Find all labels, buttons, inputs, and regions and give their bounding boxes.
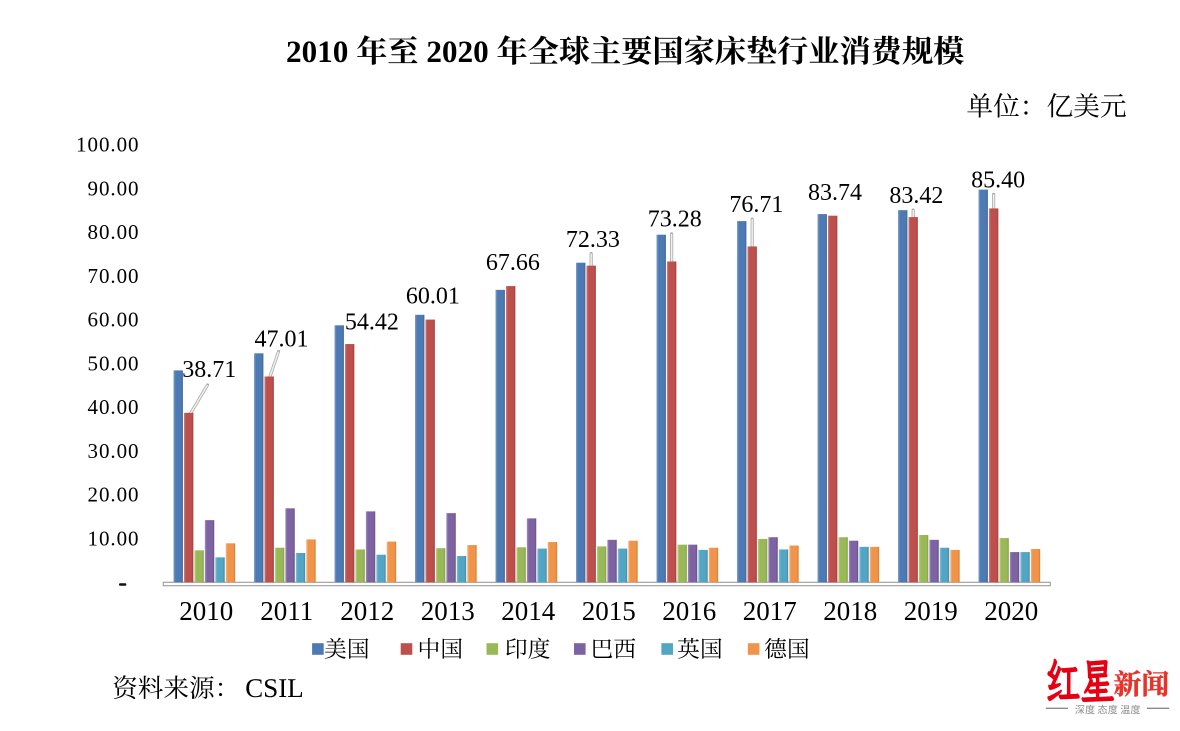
svg-text:54.42: 54.42 xyxy=(345,309,399,335)
svg-text:83.42: 83.42 xyxy=(889,183,943,209)
svg-text:2010: 2010 xyxy=(179,596,233,626)
svg-text:60.01: 60.01 xyxy=(406,284,460,310)
svg-text:2020: 2020 xyxy=(984,596,1038,626)
svg-text:2018: 2018 xyxy=(823,596,877,626)
svg-text:2014: 2014 xyxy=(501,596,556,626)
svg-text:2013: 2013 xyxy=(421,596,475,626)
svg-text:10.00: 10.00 xyxy=(88,527,140,551)
svg-text:2017: 2017 xyxy=(743,596,797,626)
svg-text:50.00: 50.00 xyxy=(88,351,140,375)
svg-text:85.40: 85.40 xyxy=(971,167,1025,193)
svg-text:60.00: 60.00 xyxy=(88,308,140,332)
svg-text:72.33: 72.33 xyxy=(566,227,620,253)
svg-text:2012: 2012 xyxy=(340,596,394,626)
svg-text:80.00: 80.00 xyxy=(88,220,140,244)
svg-text:30.00: 30.00 xyxy=(88,439,140,463)
svg-text:40.00: 40.00 xyxy=(88,395,140,419)
svg-text:90.00: 90.00 xyxy=(88,176,140,200)
svg-text:2019: 2019 xyxy=(904,596,958,626)
svg-text:73.28: 73.28 xyxy=(648,207,702,233)
svg-text:76.71: 76.71 xyxy=(729,192,783,218)
svg-text:47.01: 47.01 xyxy=(255,327,309,353)
svg-text:20.00: 20.00 xyxy=(88,483,140,507)
svg-text:2015: 2015 xyxy=(582,596,636,626)
svg-text:2016: 2016 xyxy=(662,596,716,626)
svg-text:83.74: 83.74 xyxy=(808,180,862,206)
svg-text:38.71: 38.71 xyxy=(182,357,236,383)
svg-text:67.66: 67.66 xyxy=(486,250,540,276)
svg-text:2011: 2011 xyxy=(260,596,313,626)
svg-text:100.00: 100.00 xyxy=(76,133,139,157)
svg-text:70.00: 70.00 xyxy=(88,264,140,288)
